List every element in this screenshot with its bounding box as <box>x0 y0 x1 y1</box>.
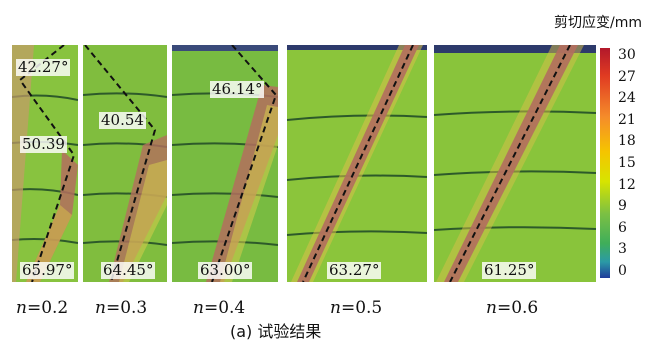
n-value: =0.5 <box>340 298 383 318</box>
n-symbol: n <box>16 298 27 318</box>
n-symbol: n <box>95 298 106 318</box>
colorbar-tick-label: 12 <box>618 176 636 193</box>
colorbar-tick-label: 0 <box>618 263 627 279</box>
panel-image <box>287 45 427 282</box>
n-value: =0.4 <box>203 298 246 318</box>
n-label: n=0.3 <box>95 298 147 318</box>
panel-image <box>83 45 167 282</box>
colorbar-tick-label: 6 <box>618 219 627 236</box>
colorbar-tick-label: 18 <box>618 133 636 150</box>
angle-label: 63.27° <box>327 261 382 279</box>
panel-n-0.6: 61.25° <box>434 45 596 282</box>
colorbar-tick-label: 9 <box>618 198 627 215</box>
colorbar-tick-label: 15 <box>618 155 636 171</box>
panel-n-0.2: 42.27° 50.39 65.97° <box>12 45 78 282</box>
angle-label: 64.45° <box>101 261 156 279</box>
colorbar-title: 剪切应变/mm <box>554 15 642 31</box>
panel-image <box>434 45 596 282</box>
colorbar-tick-label: 27 <box>618 68 636 85</box>
angle-label: 65.97° <box>20 261 75 279</box>
angle-label: 40.54 <box>99 111 146 129</box>
colorbar-tick-label: 3 <box>618 241 627 258</box>
n-label: n=0.4 <box>193 298 245 318</box>
n-value: =0.2 <box>26 298 69 318</box>
n-label: n=0.5 <box>330 298 382 318</box>
angle-label: 46.14° <box>210 80 265 98</box>
colorbar-tick-label: 21 <box>618 111 636 128</box>
n-value: =0.3 <box>105 298 148 318</box>
n-label: n=0.6 <box>486 298 538 318</box>
n-symbol: n <box>193 298 204 318</box>
n-symbol: n <box>330 298 341 318</box>
panel-n-0.3: 40.54 64.45° <box>83 45 167 282</box>
angle-label: 50.39 <box>20 135 67 153</box>
colorbar-tick-label: 30 <box>618 47 636 63</box>
n-value: =0.6 <box>496 298 539 318</box>
colorbar <box>600 48 610 278</box>
colorbar-tick-label: 24 <box>618 90 636 107</box>
n-label: n=0.2 <box>16 298 68 318</box>
panel-image <box>172 45 278 282</box>
n-symbol: n <box>486 298 497 318</box>
panel-image <box>12 45 78 282</box>
panel-n-0.5: 63.27° <box>287 45 427 282</box>
angle-label: 61.25° <box>482 261 537 279</box>
angle-label: 42.27° <box>16 58 71 76</box>
panel-n-0.4: 46.14° 63.00° <box>172 45 278 282</box>
angle-label: 63.00° <box>198 261 253 279</box>
figure-caption: (a) 试验结果 <box>230 322 322 341</box>
